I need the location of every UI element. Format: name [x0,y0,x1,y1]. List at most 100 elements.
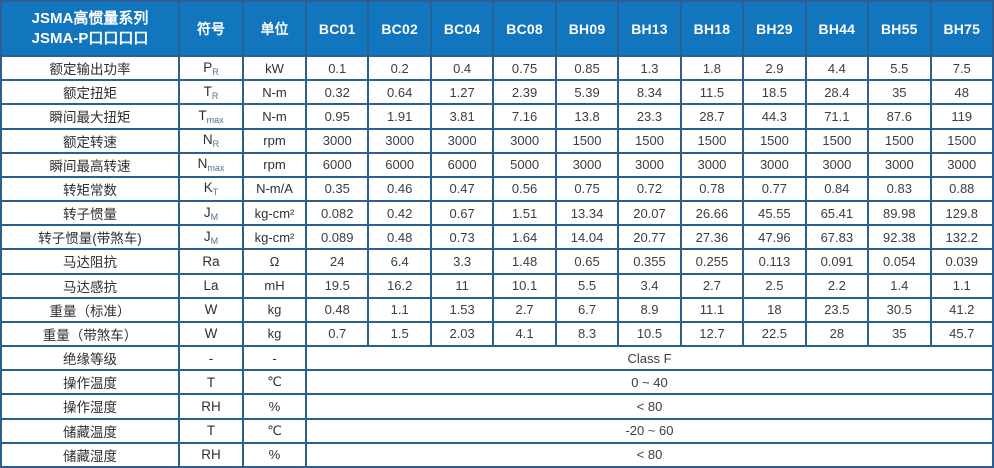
symbol-main: W [204,326,218,342]
value-cell: 0.47 [429,175,495,203]
row-label: 瞬间最大扭矩 [0,103,180,130]
value-cell: 0.48 [367,224,432,251]
model-header-bh09: BH09 [554,0,620,57]
table-row: 额定输出功率 PR kW 0.1 0.2 0.4 0.75 0.85 1.3 1.8 2.9 4.4 5… [0,54,994,82]
model-header-bh18: BH18 [679,0,745,57]
symbol-main: RH [201,447,221,463]
model-header-bh55: BH55 [867,0,932,57]
value-cell: 6000 [429,151,495,178]
value-cell: 1500 [617,127,682,154]
value-cell: 3.3 [429,248,495,275]
value-cell: 11.1 [679,296,745,323]
value-cell: 1.5 [367,320,432,348]
value-cell: 22.5 [742,320,807,348]
value-cell: 0.089 [304,224,370,251]
symbol-cell: W [178,320,244,348]
value-cell: 30.5 [867,296,932,323]
symbol-cell: PR [178,54,244,82]
value-cell: 87.6 [867,103,932,130]
unit-cell: ℃ [242,417,307,444]
table-row: 马达阻抗 Ra Ω 24 6.4 3.3 1.48 0.65 0.355 0.255 0.113 0.… [0,248,994,275]
symbol-main: T [206,423,216,439]
value-cell: 26.66 [679,200,745,227]
row-label: 转矩常数 [0,175,180,203]
value-cell: 1500 [554,127,620,154]
model-header-bc02: BC02 [367,0,432,57]
symbol-main: T [206,374,216,390]
model-header-bc01: BC01 [304,0,370,57]
table-row: 储藏温度 T ℃ -20 ~ 60 [0,417,994,444]
value-cell: 0.75 [554,175,620,203]
row-label: 额定输出功率 [0,54,180,82]
symbol-main: - [208,350,214,366]
value-cell: 0.48 [304,296,370,323]
value-cell: 2.7 [492,296,557,323]
value-cell: 1500 [804,127,870,154]
value-cell: 4.4 [804,54,870,82]
unit-cell: kg [242,296,307,323]
row-label: 瞬间最高转速 [0,151,180,178]
value-cell: 0.67 [429,200,495,227]
value-cell: 1500 [929,127,994,154]
symbol-cell: TR [178,79,244,106]
symbol-subscript: R [211,90,219,101]
unit-cell: ℃ [242,369,307,396]
value-cell: 1.8 [679,54,745,82]
symbol-subscript: M [210,235,219,246]
span-value-cell: Class F [305,345,994,372]
value-cell: 2.39 [492,79,557,106]
value-cell: 0.77 [742,175,807,203]
value-cell: 0.091 [804,248,870,275]
row-label: 操作湿度 [0,393,180,420]
unit-cell: - [242,345,307,372]
value-cell: 12.7 [679,320,745,348]
value-cell: 0.83 [867,175,932,203]
row-label: 额定扭矩 [0,79,180,106]
symbol-subscript: max [207,163,225,174]
value-cell: 35 [867,79,932,106]
value-cell: 11.5 [679,79,745,106]
symbol-subscript: R [212,139,220,150]
table-row: 操作湿度 RH% < 80 [0,393,994,420]
model-header-bc08: BC08 [492,0,557,57]
model-header-bh29: BH29 [742,0,807,57]
table-row: 操作温度 T ℃ 0 ~ 40 [0,369,994,396]
value-cell: 45.7 [929,320,994,348]
value-cell: 5.5 [554,272,620,299]
symbol-cell: T [178,417,244,444]
header-row: JSMA高惯量系列 JSMA-P口口口口 符号 单位 BC01 BC02 BC04 B… [0,0,994,57]
value-cell: 0.84 [804,175,870,203]
value-cell: 5.39 [554,79,620,106]
value-cell: 3000 [804,151,870,178]
table-row: 额定扭矩 TR N-m 0.32 0.64 1.27 2.39 5.39 8.34 11.5 18.… [0,79,994,106]
value-cell: 1.4 [867,272,932,299]
value-cell: 0.4 [429,54,495,82]
unit-cell: kg-cm² [242,200,307,227]
value-cell: 2.03 [429,320,495,348]
symbol-cell: RH [178,393,244,420]
model-header-bh44: BH44 [804,0,870,57]
span-value-cell: < 80 [305,393,994,420]
row-label: 转子惯量(带煞车) [0,224,180,251]
table-row: 瞬间最高转速 Nmax rpm 6000 6000 6000 5000 3000 3000 300… [0,151,994,178]
value-cell: 0.355 [617,248,682,275]
value-cell: 0.85 [554,54,620,82]
value-cell: 7.5 [929,54,994,82]
value-cell: 0.42 [367,200,432,227]
value-cell: 1.53 [429,296,495,323]
symbol-main: La [203,278,219,294]
symbol-cell: La [178,272,244,299]
symbol-main: J [203,228,211,244]
value-cell: 18.5 [742,79,807,106]
span-value-cell: < 80 [305,441,994,468]
value-cell: 28 [804,320,870,348]
value-cell: 3.81 [429,103,495,130]
value-cell: 0.32 [304,79,370,106]
row-label: 储藏温度 [0,417,180,444]
value-cell: 1.48 [492,248,557,275]
value-cell: 3000 [929,151,994,178]
value-cell: 0.88 [929,175,994,203]
